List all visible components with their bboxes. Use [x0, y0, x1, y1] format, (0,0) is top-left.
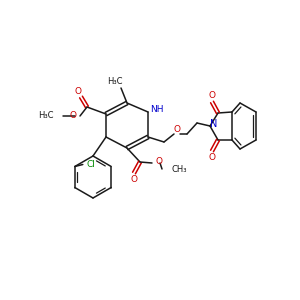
Text: H₃C: H₃C: [107, 76, 123, 85]
Text: O: O: [156, 157, 163, 166]
Text: O: O: [74, 88, 82, 97]
Text: O: O: [208, 152, 215, 161]
Text: N: N: [210, 119, 218, 129]
Text: NH: NH: [150, 104, 164, 113]
Text: O: O: [69, 112, 76, 121]
Text: O: O: [208, 92, 215, 100]
Text: O: O: [173, 125, 181, 134]
Text: CH₃: CH₃: [172, 166, 188, 175]
Text: Cl: Cl: [86, 160, 95, 169]
Text: O: O: [130, 175, 137, 184]
Text: H₃C: H₃C: [38, 112, 54, 121]
